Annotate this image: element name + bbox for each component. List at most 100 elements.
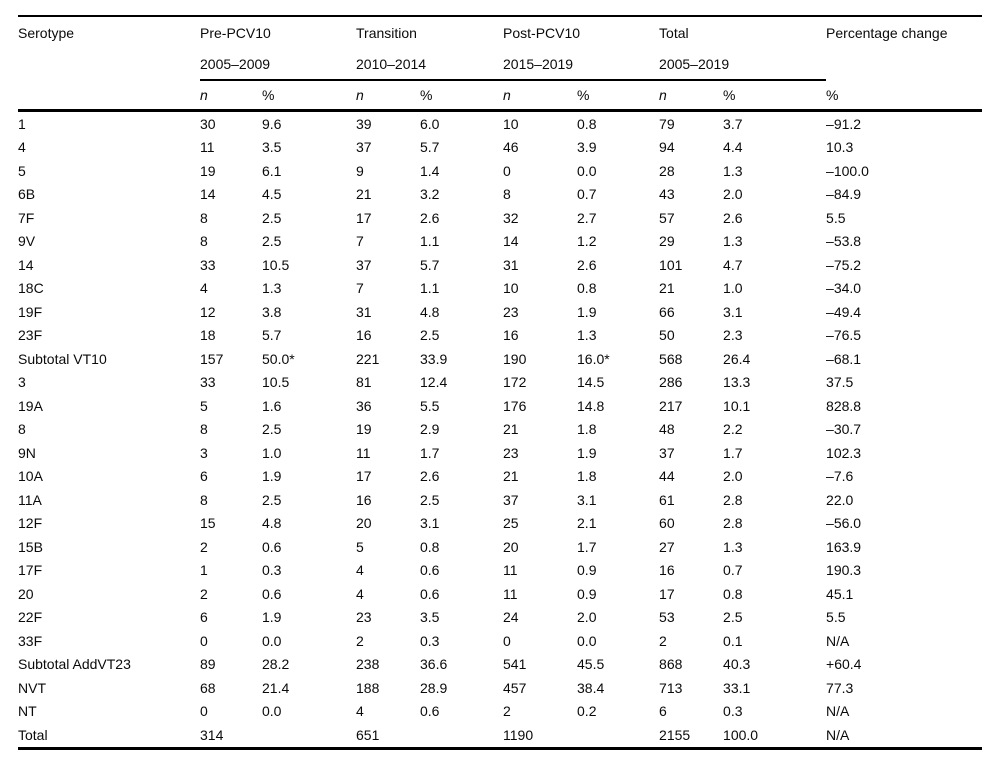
value-cell: 1.0 xyxy=(723,280,743,297)
value-cell: 1.8 xyxy=(577,421,597,438)
value-cell: 8 xyxy=(503,186,511,203)
value-cell: 190.3 xyxy=(826,562,862,579)
serotype-cell: 6B xyxy=(18,186,36,203)
value-cell: 66 xyxy=(659,303,675,320)
value-cell: 0 xyxy=(503,162,511,179)
group-header-post-pcv10: Post-PCV10 xyxy=(503,25,581,41)
serotype-cell: 11A xyxy=(18,491,42,508)
value-cell: 79 xyxy=(659,115,675,132)
value-cell: 17 xyxy=(356,468,372,485)
value-cell: 22.0 xyxy=(826,491,854,508)
serotype-cell: 15B xyxy=(18,538,43,555)
value-cell: 3.1 xyxy=(577,491,597,508)
table-row: 18C 4 1.3 7 1.1 10 0.8 21 1.0 –34.0 xyxy=(18,277,982,301)
value-cell: 0.6 xyxy=(262,538,282,555)
value-cell: 102.3 xyxy=(826,444,862,461)
table-row: 23F 18 5.7 16 2.5 16 1.3 50 2.3 –76.5 xyxy=(18,324,982,348)
serotype-cell: 4 xyxy=(18,139,26,156)
serotype-cell: 10A xyxy=(18,468,43,485)
n-subheader: n xyxy=(356,80,420,112)
value-cell: 541 xyxy=(503,656,527,673)
serotype-cell: 22F xyxy=(18,609,43,626)
value-cell: 2.0 xyxy=(723,186,743,203)
value-cell: 27 xyxy=(659,538,675,555)
value-cell: 16 xyxy=(356,491,372,508)
value-cell: –84.9 xyxy=(826,186,862,203)
value-cell: 10.5 xyxy=(262,256,290,273)
value-cell: 10.5 xyxy=(262,374,290,391)
value-cell: 14 xyxy=(503,233,519,250)
value-cell: 2 xyxy=(200,538,208,555)
table-row: 4 11 3.5 37 5.7 46 3.9 94 4.4 10.3 xyxy=(18,136,982,160)
serotype-cell: 9N xyxy=(18,444,36,461)
value-cell: 16 xyxy=(356,327,372,344)
value-cell: 33.9 xyxy=(420,350,448,367)
value-cell: 23 xyxy=(503,444,519,461)
value-cell: 1.3 xyxy=(577,327,597,344)
value-cell: 5.7 xyxy=(420,256,440,273)
value-cell: –100.0 xyxy=(826,162,869,179)
value-cell: 2.1 xyxy=(577,515,597,532)
header-row-groups: Serotype Pre-PCV10 Transition Post-PCV10… xyxy=(18,16,982,49)
value-cell: 8 xyxy=(200,421,208,438)
serotype-cell: 1 xyxy=(18,115,26,132)
value-cell: 0.8 xyxy=(577,115,597,132)
value-cell: 2.5 xyxy=(723,609,743,626)
table-row: 12F 15 4.8 20 3.1 25 2.1 60 2.8 –56.0 xyxy=(18,512,982,536)
value-cell: 20 xyxy=(356,515,372,532)
serotype-column-header: Serotype xyxy=(18,25,75,41)
serotype-cell: 23F xyxy=(18,327,43,344)
value-cell: 1 xyxy=(200,562,208,579)
value-cell: 314 xyxy=(200,726,224,743)
value-cell: 5 xyxy=(356,538,364,555)
value-cell: 2 xyxy=(503,703,511,720)
value-cell: 38.4 xyxy=(577,679,605,696)
empty-cell xyxy=(826,49,982,80)
value-cell: 0.9 xyxy=(577,562,597,579)
table-row: Subtotal VT10 157 50.0* 221 33.9 190 16.0* 568 2… xyxy=(18,347,982,371)
value-cell: 3.8 xyxy=(262,303,282,320)
value-cell: 0.8 xyxy=(420,538,440,555)
value-cell: 100.0 xyxy=(723,726,759,743)
value-cell: 6 xyxy=(200,609,208,626)
value-cell: 868 xyxy=(659,656,683,673)
value-cell: 81 xyxy=(356,374,372,391)
value-cell: –49.4 xyxy=(826,303,862,320)
value-cell: 1.9 xyxy=(577,303,597,320)
value-cell: 40.3 xyxy=(723,656,751,673)
serotype-cell: NVT xyxy=(18,679,46,696)
value-cell: –75.2 xyxy=(826,256,862,273)
value-cell: 17 xyxy=(356,209,372,226)
value-cell xyxy=(420,723,503,748)
value-cell: 68 xyxy=(200,679,216,696)
value-cell: 57 xyxy=(659,209,675,226)
value-cell: 89 xyxy=(200,656,216,673)
value-cell: 1.2 xyxy=(577,233,597,250)
value-cell: 8 xyxy=(200,233,208,250)
years-pre-pcv10: 2005–2009 xyxy=(200,49,356,81)
value-cell: 6.1 xyxy=(262,162,282,179)
value-cell: 0.3 xyxy=(420,632,440,649)
value-cell: 50.0* xyxy=(262,350,295,367)
table-row: 22F 6 1.9 23 3.5 24 2.0 53 2.5 5.5 xyxy=(18,606,982,630)
value-cell: 77.3 xyxy=(826,679,854,696)
group-header-transition: Transition xyxy=(356,25,417,41)
value-cell: 3 xyxy=(200,444,208,461)
table-row: 33F 0 0.0 2 0.3 0 0.0 2 0.1 N/A xyxy=(18,629,982,653)
value-cell: 2.5 xyxy=(420,491,440,508)
serotype-cell: NT xyxy=(18,703,37,720)
serotype-cell: 19A xyxy=(18,397,43,414)
value-cell: 39 xyxy=(356,115,372,132)
value-cell: 2155 xyxy=(659,726,691,743)
value-cell: 24 xyxy=(503,609,519,626)
value-cell: 0.6 xyxy=(420,585,440,602)
value-cell: 2.7 xyxy=(577,209,597,226)
value-cell: 1.9 xyxy=(577,444,597,461)
serotype-cell: 8 xyxy=(18,421,26,438)
value-cell: 2 xyxy=(356,632,364,649)
serotype-incidence-table: Serotype Pre-PCV10 Transition Post-PCV10… xyxy=(18,15,983,750)
value-cell: 4 xyxy=(356,585,364,602)
value-cell: 4 xyxy=(356,703,364,720)
value-cell: 5.7 xyxy=(262,327,282,344)
value-cell: –76.5 xyxy=(826,327,862,344)
